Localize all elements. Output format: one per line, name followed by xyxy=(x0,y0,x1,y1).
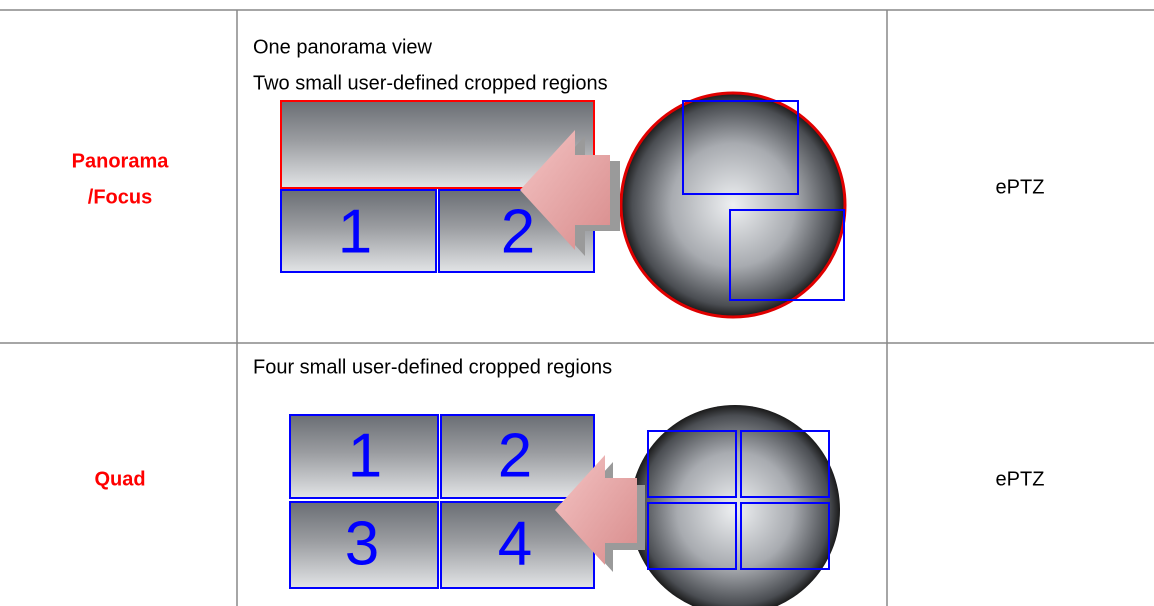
function-label: ePTZ xyxy=(996,176,1045,198)
mode-label: Panorama xyxy=(72,150,170,172)
region-number: 4 xyxy=(498,509,532,578)
illustration xyxy=(289,405,840,606)
mode-label: /Focus xyxy=(88,186,152,208)
mode-label: Quad xyxy=(94,468,145,490)
function-label: ePTZ xyxy=(996,468,1045,490)
description: Two small user-defined cropped regions xyxy=(253,72,608,94)
region-number: 3 xyxy=(345,509,379,578)
region-number: 1 xyxy=(338,197,372,266)
region-number: 2 xyxy=(498,421,532,490)
region-number: 1 xyxy=(348,421,382,490)
description: Four small user-defined cropped regions xyxy=(253,356,612,378)
description: One panorama view xyxy=(253,36,433,58)
region-number: 2 xyxy=(501,197,535,266)
illustration xyxy=(280,91,847,319)
